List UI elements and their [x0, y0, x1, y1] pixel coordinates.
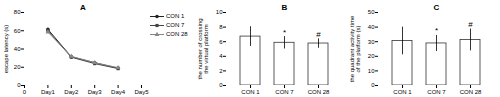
svg-text:CON 1: CON 1	[241, 89, 260, 95]
svg-text:#: #	[316, 30, 321, 39]
svg-text:CON 1: CON 1	[393, 89, 412, 95]
svg-text:#: #	[468, 20, 473, 29]
html-text:CON 1: CON 1	[166, 13, 185, 19]
svg-text:0: 0	[17, 82, 21, 88]
svg-text:CON 7: CON 7	[427, 89, 446, 95]
svg-text:Day4: Day4	[111, 89, 126, 95]
svg-text:0: 0	[371, 82, 375, 88]
svg-text:40: 40	[368, 24, 375, 30]
svg-text:Day3: Day3	[88, 89, 103, 95]
svg-text:*: *	[435, 26, 438, 35]
svg-text:6: 6	[219, 39, 223, 45]
svg-text:CON 28: CON 28	[308, 89, 330, 95]
svg-text:escape latency (s): escape latency (s)	[3, 25, 9, 74]
svg-text:8: 8	[219, 24, 223, 30]
svg-text:*: *	[283, 28, 286, 37]
svg-text:30: 30	[368, 39, 375, 45]
svg-text:Day5: Day5	[134, 89, 149, 95]
svg-text:B: B	[282, 3, 288, 12]
svg-text:20: 20	[368, 53, 375, 59]
svg-text:80: 80	[14, 9, 21, 15]
svg-text:the quadrant activity timeof t: the quadrant activity timeof the platfor…	[349, 15, 361, 82]
svg-text:20: 20	[14, 64, 21, 70]
svg-text:0: 0	[23, 89, 27, 95]
svg-text:10: 10	[368, 68, 375, 74]
html-text:CON 7: CON 7	[166, 22, 185, 28]
svg-text:2: 2	[219, 68, 223, 74]
svg-text:the number of crossingthe virt: the number of crossingthe virtual platfo…	[197, 18, 209, 79]
html-text:CON 28: CON 28	[166, 31, 188, 37]
svg-text:40: 40	[14, 46, 21, 52]
svg-text:4: 4	[219, 53, 223, 59]
svg-text:CON 7: CON 7	[275, 89, 294, 95]
svg-text:10: 10	[216, 9, 223, 15]
svg-text:Day1: Day1	[41, 89, 56, 95]
svg-text:60: 60	[14, 28, 21, 34]
svg-text:Day2: Day2	[64, 89, 79, 95]
svg-text:50: 50	[368, 9, 375, 15]
svg-text:C: C	[434, 3, 440, 12]
svg-text:A: A	[80, 3, 86, 12]
svg-text:CON 28: CON 28	[460, 89, 482, 95]
svg-text:0: 0	[219, 82, 223, 88]
